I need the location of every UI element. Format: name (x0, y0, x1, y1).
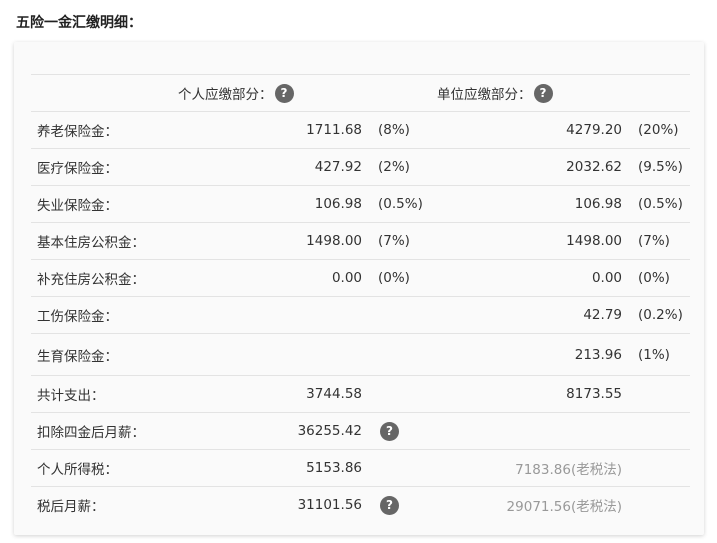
row-label: 补充住房公积金： (37, 272, 145, 288)
personal-value: 1498.00 (306, 233, 362, 249)
row-label: 生育保险金： (37, 348, 118, 365)
company-value: 29071.56(老税法) (506, 499, 622, 515)
row-label: 失业保险金： (37, 198, 118, 214)
company-rate: (9.5%) (638, 159, 683, 175)
company-rate: (7%) (638, 233, 670, 249)
company-value: 0.00 (591, 270, 622, 286)
table-header: 个人应缴部分： ? 单位应缴部分： ? (31, 74, 690, 111)
table-row: 基本住房公积金： 1498.00 (7%) 1498.00 (7%) (31, 222, 690, 259)
row-label: 共计支出： (37, 388, 105, 404)
personal-value: 1711.68 (306, 122, 362, 138)
personal-rate: (0.5%) (378, 196, 423, 212)
question-circle-icon[interactable]: ? (533, 83, 553, 103)
contribution-table: 个人应缴部分： ? 单位应缴部分： ? 养老保险金： 1711.68 (8%) 427… (31, 74, 690, 523)
question-circle-icon[interactable]: ? (380, 495, 399, 515)
company-rate: (0.5%) (638, 196, 683, 212)
table-row: 失业保险金： 106.98 (0.5%) 106.98 (0.5%) (31, 185, 690, 222)
help-cell: ? (378, 413, 399, 449)
personal-value: 3744.58 (306, 386, 362, 402)
row-label: 工伤保险金： (37, 309, 118, 325)
table-row: 生育保险金： 213.96 (1%) (31, 333, 690, 375)
row-label: 扣除四金后月薪： (37, 425, 145, 441)
company-rate: (0.2%) (638, 307, 683, 323)
personal-value: 427.92 (314, 159, 362, 175)
personal-rate: (2%) (378, 159, 410, 175)
row-label: 医疗保险金： (37, 161, 118, 177)
question-circle-icon[interactable]: ? (274, 83, 294, 103)
personal-rate: (0%) (378, 270, 410, 286)
personal-header: 个人应缴部分： ? (178, 75, 294, 111)
personal-value: 106.98 (314, 196, 362, 212)
table-row: 补充住房公积金： 0.00 (0%) 0.00 (0%) (31, 259, 690, 296)
personal-header-label: 个人应缴部分： (178, 87, 273, 103)
row-label: 个人所得税： (37, 462, 118, 478)
company-value: 2032.62 (566, 159, 622, 175)
summary-row: 税后月薪： 31101.56? 29071.56(老税法) (31, 486, 690, 523)
personal-value: 0.00 (331, 270, 362, 286)
table-row: 工伤保险金： 42.79 (0.2%) (31, 296, 690, 333)
row-label: 养老保险金： (37, 124, 118, 140)
company-value: 8173.55 (566, 386, 622, 402)
personal-rate: (7%) (378, 233, 410, 249)
company-value: 42.79 (583, 307, 622, 323)
personal-rate: (8%) (378, 122, 410, 138)
summary-row: 共计支出： 3744.58 8173.55 (31, 375, 690, 412)
section-title: 五险一金汇缴明细： (16, 15, 142, 31)
summary-row: 个人所得税： 5153.86 7183.86(老税法) (31, 449, 690, 486)
company-value: 4279.20 (566, 122, 622, 138)
table-row: 医疗保险金： 427.92 (2%) 2032.62 (9.5%) (31, 148, 690, 185)
personal-value: 31101.56 (297, 497, 362, 513)
company-header: 单位应缴部分： ? (437, 75, 553, 111)
company-rate: (0%) (638, 270, 670, 286)
row-label: 基本住房公积金： (37, 235, 145, 251)
company-rate: (1%) (638, 346, 670, 363)
table-row: 养老保险金： 1711.68 (8%) 4279.20 (20%) (31, 111, 690, 148)
contribution-card: 个人应缴部分： ? 单位应缴部分： ? 养老保险金： 1711.68 (8%) 427… (14, 42, 704, 535)
personal-value: 36255.42 (297, 423, 362, 439)
company-header-label: 单位应缴部分： (437, 87, 532, 103)
company-rate: (20%) (638, 122, 679, 138)
company-value: 1498.00 (566, 233, 622, 249)
company-value: 106.98 (574, 196, 622, 212)
summary-row: 扣除四金后月薪： 36255.42? (31, 412, 690, 449)
help-cell: ? (378, 487, 399, 523)
company-value: 7183.86(老税法) (515, 462, 622, 478)
personal-value: 5153.86 (306, 460, 362, 476)
question-circle-icon[interactable]: ? (380, 421, 399, 441)
row-label: 税后月薪： (37, 499, 105, 515)
company-value: 213.96 (574, 346, 622, 363)
